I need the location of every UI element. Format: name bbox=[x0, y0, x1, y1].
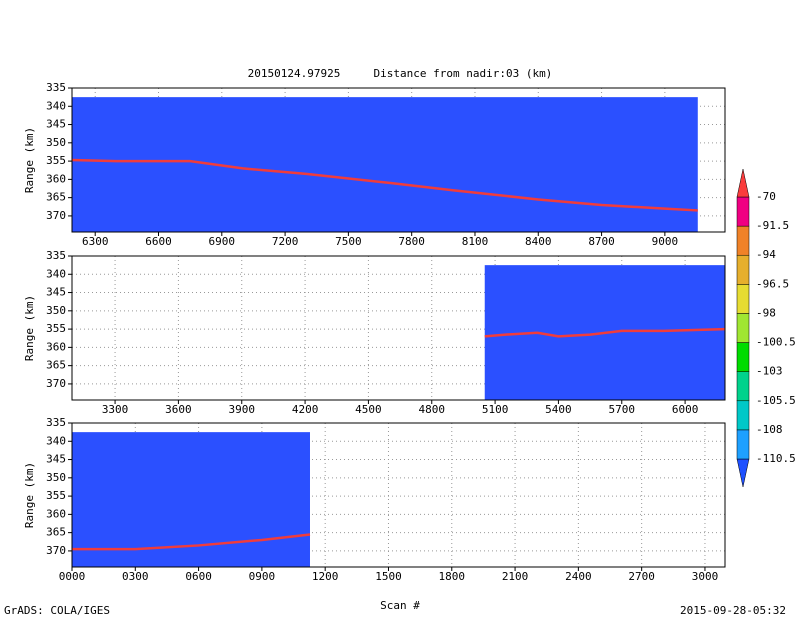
y-tick-label: 345 bbox=[46, 118, 66, 131]
x-tick-label: 7500 bbox=[335, 235, 362, 248]
y-tick-label: 355 bbox=[46, 322, 66, 335]
colorbar-segment bbox=[736, 196, 750, 227]
x-tick-label: 1800 bbox=[439, 570, 466, 583]
x-tick-label: 0300 bbox=[122, 570, 149, 583]
y-tick-label: 370 bbox=[46, 544, 66, 557]
colorbar-label: -105.5 bbox=[756, 394, 796, 407]
data-field bbox=[72, 97, 698, 232]
colorbar-label: -103 bbox=[756, 365, 783, 378]
y-tick-label: 355 bbox=[46, 489, 66, 502]
y-tick-label: 365 bbox=[46, 359, 66, 372]
x-tick-label: 4800 bbox=[419, 403, 446, 416]
x-tick-label: 6600 bbox=[145, 235, 172, 248]
x-tick-label: 5700 bbox=[609, 403, 636, 416]
colorbar-segment bbox=[736, 254, 750, 285]
x-tick-label: 3600 bbox=[165, 403, 192, 416]
y-tick-label: 365 bbox=[46, 526, 66, 539]
x-axis-label: Scan # bbox=[380, 599, 420, 612]
x-tick-label: 0000 bbox=[59, 570, 86, 583]
y-tick-label: 335 bbox=[46, 81, 66, 94]
colorbar-label: -91.5 bbox=[756, 219, 789, 232]
surface-line bbox=[484, 327, 726, 338]
plot-frame bbox=[71, 255, 726, 401]
colorbar-segment bbox=[736, 400, 750, 431]
x-tick-label: 4200 bbox=[292, 403, 319, 416]
y-tick-label: 350 bbox=[46, 136, 66, 149]
x-tick-label: 1500 bbox=[375, 570, 402, 583]
x-tick-label: 6300 bbox=[82, 235, 109, 248]
y-axis-label: Range (km) bbox=[23, 127, 36, 193]
y-tick-label: 355 bbox=[46, 154, 66, 167]
x-tick-label: 6000 bbox=[672, 403, 699, 416]
plot-frame bbox=[71, 87, 726, 233]
colorbar-segment bbox=[736, 225, 750, 256]
footer-left: GrADS: COLA/IGES bbox=[4, 604, 110, 617]
colorbar-high bbox=[736, 168, 750, 198]
x-tick-label: 3000 bbox=[692, 570, 719, 583]
x-tick-label: 6900 bbox=[209, 235, 236, 248]
x-tick-label: 9000 bbox=[652, 235, 679, 248]
y-tick-label: 345 bbox=[46, 453, 66, 466]
x-tick-label: 1200 bbox=[312, 570, 339, 583]
x-tick-label: 2700 bbox=[628, 570, 655, 583]
colorbar-segment bbox=[736, 342, 750, 372]
x-tick-label: 5100 bbox=[482, 403, 509, 416]
y-tick-label: 370 bbox=[46, 377, 66, 390]
data-field bbox=[72, 432, 310, 567]
colorbar-segment bbox=[736, 371, 750, 402]
x-tick-label: 2400 bbox=[565, 570, 592, 583]
x-tick-label: 3900 bbox=[228, 403, 255, 416]
plot-frame bbox=[71, 422, 726, 568]
x-tick-label: 5400 bbox=[545, 403, 572, 416]
footer-right: 2015-09-28-05:32 bbox=[680, 604, 786, 617]
y-tick-label: 340 bbox=[46, 267, 66, 280]
surface-line bbox=[71, 158, 698, 212]
colorbar-label: -96.5 bbox=[756, 277, 789, 290]
colorbar-label: -94 bbox=[756, 248, 776, 261]
x-tick-label: 2100 bbox=[502, 570, 529, 583]
surface-line bbox=[72, 533, 311, 551]
y-tick-label: 365 bbox=[46, 191, 66, 204]
y-tick-label: 335 bbox=[46, 416, 66, 429]
x-tick-label: 0900 bbox=[249, 570, 276, 583]
x-tick-label: 8700 bbox=[588, 235, 615, 248]
colorbar-label: -110.5 bbox=[756, 452, 796, 465]
y-tick-label: 370 bbox=[46, 209, 66, 222]
y-tick-label: 340 bbox=[46, 434, 66, 447]
y-tick-label: 340 bbox=[46, 99, 66, 112]
colorbar-label: -108 bbox=[756, 423, 783, 436]
y-tick-label: 345 bbox=[46, 286, 66, 299]
y-axis-label: Range (km) bbox=[23, 295, 36, 361]
y-axis-label: Range (km) bbox=[23, 462, 36, 528]
x-tick-label: 0600 bbox=[185, 570, 212, 583]
colorbar-segment bbox=[736, 429, 750, 460]
colorbar-label: -98 bbox=[756, 306, 776, 319]
x-tick-label: 3300 bbox=[102, 403, 129, 416]
colorbar-label: -100.5 bbox=[756, 336, 796, 349]
colorbar-label: -70 bbox=[756, 190, 776, 203]
x-tick-label: 7200 bbox=[272, 235, 299, 248]
colorbar-segment bbox=[736, 313, 750, 343]
colorbar-segment bbox=[736, 284, 750, 314]
x-tick-label: 7800 bbox=[398, 235, 425, 248]
x-tick-label: 4500 bbox=[355, 403, 382, 416]
y-tick-label: 350 bbox=[46, 304, 66, 317]
y-tick-label: 350 bbox=[46, 471, 66, 484]
y-tick-label: 335 bbox=[46, 249, 66, 262]
x-tick-label: 8400 bbox=[525, 235, 552, 248]
colorbar-low bbox=[736, 458, 750, 488]
y-tick-label: 360 bbox=[46, 172, 66, 185]
x-tick-label: 8100 bbox=[462, 235, 489, 248]
y-tick-label: 360 bbox=[46, 507, 66, 520]
y-tick-label: 360 bbox=[46, 340, 66, 353]
chart-title: 20150124.97925 Distance from nadir:03 (k… bbox=[248, 67, 553, 80]
